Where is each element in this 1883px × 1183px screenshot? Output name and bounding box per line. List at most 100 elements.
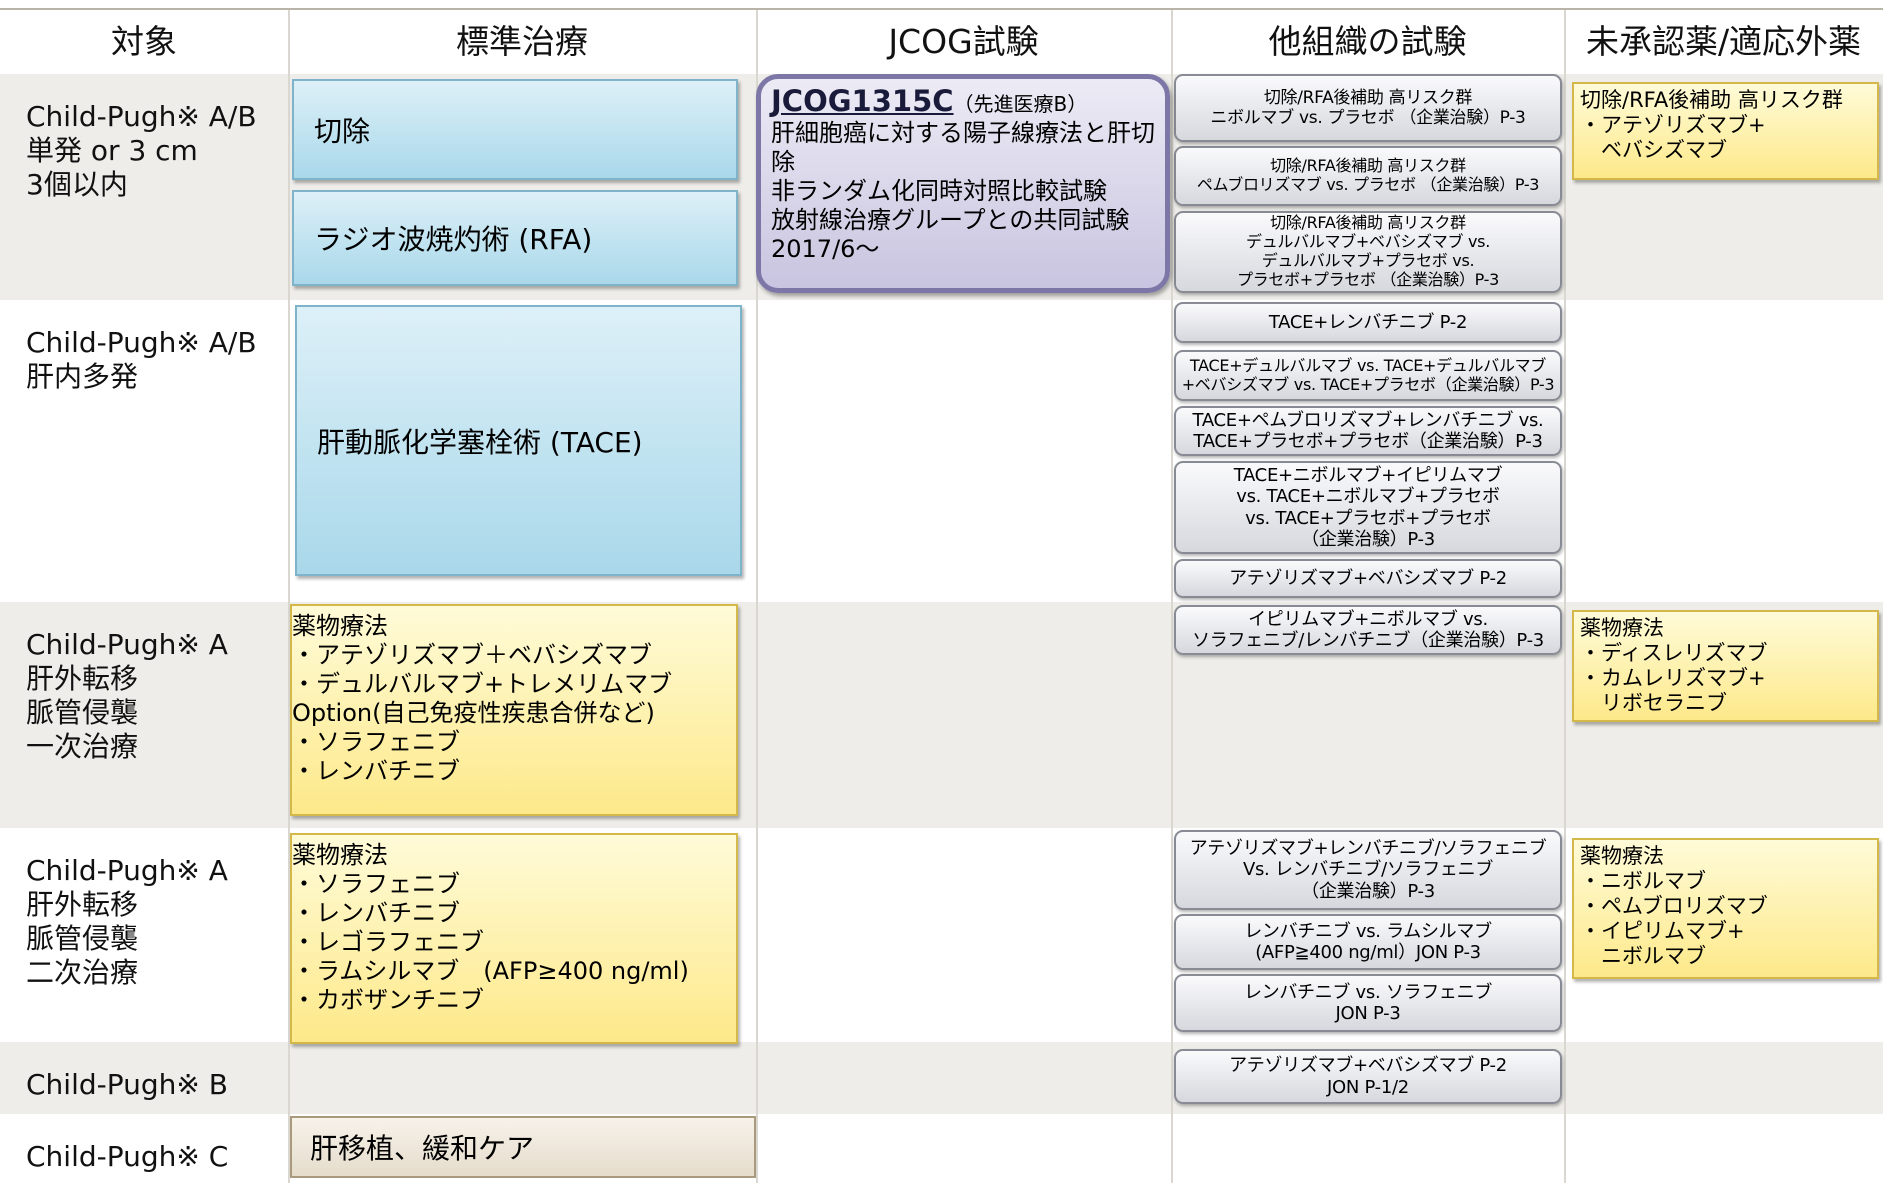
jcog-id[interactable]: JCOG1315C: [771, 84, 954, 118]
text-line: ソラフェニブ/レンバチニブ（企業治験）P-3: [1192, 630, 1544, 651]
text-line: ・ソラフェニブ: [292, 728, 460, 756]
jcog-box: JCOG1315C（先進医療B） 肝細胞癌に対する陽子線療法と肝切除非ランダム化同…: [756, 74, 1170, 293]
trial-box: 切除/RFA後補助 高リスク群 ニボルマブ vs. プラセボ （企業治験）P-3: [1174, 74, 1562, 142]
subject-line: 一次治療: [26, 730, 139, 763]
subject-line: 脈管侵襲: [26, 696, 139, 729]
text-line: Option(自己免疫性疾患合併など): [292, 699, 655, 727]
text-line: 薬物療法: [1580, 616, 1664, 640]
trial-box: TACE+ペムブロリズマブ+レンバチニブ vs. TACE+プラセボ+プラセボ（企…: [1174, 406, 1562, 456]
text-line: ニボルマブ: [1580, 944, 1706, 968]
column-divider: [288, 10, 290, 1183]
standard-treatment: 肝動脈化学塞栓術 (TACE): [295, 305, 742, 576]
text-line: JON P-3: [1335, 1003, 1401, 1024]
text-line: （企業治験）P-3: [1301, 880, 1435, 902]
standard-treatment: 薬物療法 ・アテゾリズマブ＋ベバシズマブ ・デュルバルマブ+トレメリムマブ Optio…: [290, 604, 738, 816]
jcog-tag: （先進医療B）: [953, 92, 1088, 116]
subject-line: Child-Pugh※ A/B: [26, 326, 257, 359]
text-line: ペムブロリズマブ vs. プラセボ （企業治験）P-3: [1196, 175, 1540, 194]
text-line: ラジオ波焼灼術 (RFA): [314, 223, 593, 256]
text-line: TACE+ペムブロリズマブ+レンバチニブ vs.: [1192, 409, 1544, 431]
trial-box: TACE+デュルバルマブ vs. TACE+デュルバルマブ +ベバシズマブ vs.…: [1174, 350, 1562, 401]
text-line: 薬物療法: [292, 612, 388, 640]
trial-box: 切除/RFA後補助 高リスク群 ペムブロリズマブ vs. プラセボ （企業治験）P…: [1174, 146, 1562, 206]
text-line: ・ニボルマブ: [1580, 869, 1706, 893]
text-line: 切除/RFA後補助 高リスク群: [1580, 88, 1843, 112]
top-rule: [0, 8, 1883, 10]
standard-treatment: ラジオ波焼灼術 (RFA): [292, 190, 738, 286]
row-subject: Child-Pugh※ A 肝外転移 脈管侵襲 二次治療: [26, 854, 228, 990]
text-line: ・ペムブロリズマブ: [1580, 894, 1768, 918]
text-line: TACE+ニボルマブ+イピリムマブ: [1233, 465, 1503, 487]
text-line: ・アテゾリズマブ+: [1580, 113, 1766, 137]
text-line: リボセラニブ: [1580, 691, 1727, 715]
subject-line: Child-Pugh※ A: [26, 854, 228, 887]
trial-box: アテゾリズマブ+レンバチニブ/ソラフェニブ Vs. レンバチニブ/ソラフェニブ （企…: [1174, 830, 1562, 910]
text-line: レンバチニブ vs. ソラフェニブ: [1243, 981, 1493, 1003]
text-line: デュルバルマブ+プラセボ vs.: [1261, 251, 1475, 270]
jcog-line: 放射線治療グループとの共同試験: [771, 206, 1130, 234]
text-line: vs. TACE+ニボルマブ+プラセボ: [1236, 486, 1500, 508]
text-line: vs. TACE+プラセボ+プラセボ: [1245, 507, 1491, 529]
unapproved-box: 切除/RFA後補助 高リスク群 ・アテゾリズマブ+ ベバシズマブ: [1572, 82, 1879, 180]
text-line: (AFP≧400 ng/ml）JON P-3: [1255, 942, 1481, 963]
text-line: ベバシズマブ: [1580, 138, 1727, 162]
text-line: ・レンバチニブ: [292, 899, 460, 927]
text-line: 薬物療法: [1580, 844, 1664, 868]
subject-line: Child-Pugh※ C: [26, 1140, 229, 1173]
text-line: アテゾリズマブ+レンバチニブ/ソラフェニブ: [1189, 838, 1547, 860]
text-line: ・デュルバルマブ+トレメリムマブ: [292, 670, 673, 698]
column-divider: [756, 10, 758, 1183]
trial-box: TACE+レンバチニブ P-2: [1174, 302, 1562, 343]
trial-box: アテゾリズマブ+ベバシズマブ P-2 JON P-1/2: [1174, 1049, 1562, 1104]
text-line: 切除/RFA後補助 高リスク群: [1263, 87, 1473, 108]
jcog-line: 肝細胞癌に対する陽子線療法と肝切: [771, 119, 1155, 147]
jcog-line: 非ランダム化同時対照比較試験: [771, 177, 1107, 205]
text-line: 切除/RFA後補助 高リスク群: [1270, 156, 1466, 176]
subject-line: Child-Pugh※ B: [26, 1068, 228, 1101]
row-subject: Child-Pugh※ A/B 肝内多発: [26, 326, 257, 394]
text-line: TACE+プラセボ+プラセボ（企業治験）P-3: [1193, 431, 1543, 452]
subject-line: 3個以内: [26, 168, 128, 201]
text-line: 切除/RFA後補助 高リスク群: [1270, 213, 1466, 233]
subject-line: 肝外転移: [26, 888, 139, 921]
text-line: 肝移植、緩和ケア: [310, 1132, 535, 1165]
text-line: 切除: [314, 114, 371, 148]
column-header: 標準治療: [456, 22, 588, 61]
column-divider: [1171, 10, 1173, 1183]
text-line: 薬物療法: [292, 841, 388, 869]
text-line: ニボルマブ vs. プラセボ （企業治験）P-3: [1210, 108, 1526, 128]
column-header: JCOG試験: [888, 22, 1039, 61]
unapproved-box: 薬物療法 ・ディスレリズマブ ・カムレリズマブ+ リボセラニブ: [1572, 610, 1879, 722]
text-line: イピリムマブ+ニボルマブ vs.: [1248, 608, 1488, 630]
trial-box: 切除/RFA後補助 高リスク群 デュルバルマブ+ベバシズマブ vs. デュルバルマブ…: [1174, 211, 1562, 293]
subject-line: 単発 or 3 cm: [26, 134, 198, 167]
text-line: ・レンバチニブ: [292, 757, 460, 785]
jcog-line: 除: [771, 148, 795, 176]
text-line: ・ソラフェニブ: [292, 870, 460, 898]
standard-treatment: 肝移植、緩和ケア: [290, 1116, 756, 1178]
standard-treatment: 薬物療法 ・ソラフェニブ ・レンバチニブ ・レゴラフェニブ ・ラムシルマブ (AFP≥4…: [290, 833, 738, 1044]
text-line: Vs. レンバチニブ/ソラフェニブ: [1242, 859, 1494, 881]
trial-box: イピリムマブ+ニボルマブ vs. ソラフェニブ/レンバチニブ（企業治験）P-3: [1174, 605, 1562, 655]
jcog-heading: JCOG1315C（先進医療B）: [771, 87, 1155, 119]
text-line: アテゾリズマブ+ベバシズマブ P-2: [1229, 1055, 1507, 1077]
subject-line: 肝内多発: [26, 360, 139, 393]
text-line: TACE+デュルバルマブ vs. TACE+デュルバルマブ: [1189, 355, 1547, 375]
text-line: ・アテゾリズマブ＋ベバシズマブ: [292, 641, 652, 669]
column-divider: [1564, 10, 1566, 1183]
subject-line: 二次治療: [26, 956, 139, 989]
row-subject: Child-Pugh※ B: [26, 1068, 228, 1102]
text-line: デュルバルマブ+ベバシズマブ vs.: [1246, 232, 1490, 252]
trial-box: アテゾリズマブ+ベバシズマブ P-2: [1174, 559, 1562, 598]
standard-treatment: 切除: [292, 79, 738, 180]
text-line: ・レゴラフェニブ: [292, 928, 484, 956]
subject-line: 脈管侵襲: [26, 922, 139, 955]
row-subject: Child-Pugh※ A 肝外転移 脈管侵襲 一次治療: [26, 628, 228, 764]
column-header: 他組織の試験: [1268, 22, 1467, 61]
text-line: レンバチニブ vs. ラムシルマブ: [1244, 920, 1492, 942]
text-line: ・ラムシルマブ (AFP≥400 ng/ml): [292, 957, 689, 985]
jcog-line: 2017/6～: [771, 235, 880, 263]
unapproved-box: 薬物療法 ・ニボルマブ ・ペムブロリズマブ ・イピリムマブ+ ニボルマブ: [1572, 838, 1879, 979]
text-line: 肝動脈化学塞栓術 (TACE): [317, 425, 643, 459]
